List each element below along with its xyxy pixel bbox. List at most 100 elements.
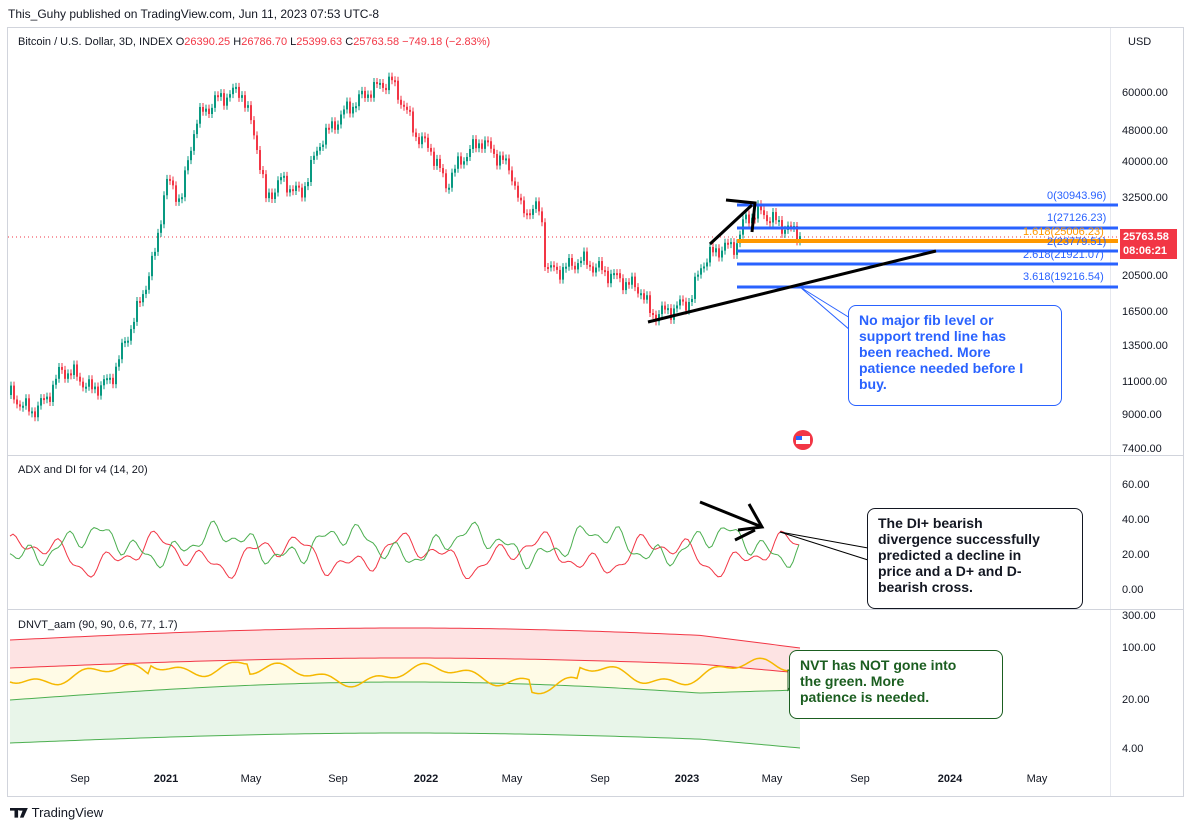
candle-body (319, 146, 321, 151)
candle-body (205, 108, 207, 112)
y-tick: 16500.00 (1122, 306, 1168, 318)
candle-body (454, 168, 456, 173)
candle-body (256, 135, 258, 151)
candle-body (334, 121, 336, 130)
note-pointer-blue (799, 286, 851, 332)
x-tick: 2021 (153, 773, 179, 785)
candle-body (553, 265, 555, 268)
candle-body (730, 242, 732, 245)
main-legend[interactable]: Bitcoin / U.S. Dollar, 3D, INDEX O26390.… (18, 36, 490, 48)
candle-body (718, 248, 720, 258)
candle-body (727, 242, 729, 245)
candle-body (799, 236, 801, 242)
candle-body (337, 124, 339, 130)
pane-separator-2[interactable] (8, 609, 1183, 610)
candle-body (520, 197, 522, 201)
candle-body (142, 294, 144, 303)
adx-divergence-line (734, 528, 756, 542)
dnvt-red-zone (10, 628, 800, 673)
candle-body (139, 300, 141, 303)
price-candles (10, 72, 801, 422)
candle-body (505, 158, 507, 161)
candle-body (688, 301, 690, 311)
dnvt-bottom-line (9, 732, 801, 749)
pane-separator-1[interactable] (8, 455, 1183, 456)
adx-arrow-head (737, 503, 765, 532)
candle-body (265, 174, 267, 199)
y-tick: 13500.00 (1122, 340, 1168, 352)
note-di-divergence[interactable]: The DI+ bearish divergence successfully … (867, 508, 1083, 609)
candle-body (427, 137, 429, 148)
candle-body (400, 99, 402, 105)
candle-body (70, 373, 72, 376)
candle-body (637, 287, 639, 294)
note-nvt[interactable]: NVT has NOT gone into the green. More pa… (789, 650, 1003, 719)
last-price-tag: 25763.58 08:06:21 (1120, 229, 1177, 259)
candle-body (184, 170, 186, 198)
candle-body (28, 398, 30, 412)
candle-body (577, 263, 579, 270)
dnvt-legend[interactable]: DNVT_aam (90, 90, 0.6, 77, 1.7) (18, 619, 178, 631)
candle-body (550, 265, 552, 268)
candle-body (568, 258, 570, 267)
candle-body (496, 153, 498, 166)
candle-body (565, 266, 567, 269)
symbol-title: Bitcoin / U.S. Dollar, 3D, INDEX (18, 36, 173, 48)
x-tick: May (761, 773, 783, 785)
candle-body (163, 195, 165, 225)
candle-body (292, 189, 294, 192)
candle-body (748, 214, 750, 224)
adx-legend[interactable]: ADX and DI for v4 (14, 20) (18, 464, 148, 476)
candle-body (685, 301, 687, 311)
candle-body (64, 369, 66, 379)
candle-body (724, 242, 726, 251)
candle-body (619, 273, 621, 279)
candle-body (775, 212, 777, 221)
x-tick: Sep (590, 773, 610, 785)
support-trend-line (647, 249, 937, 324)
candle-body (610, 273, 612, 284)
candle-body (34, 411, 36, 418)
fib-label: 1.618(25006.23) (1023, 226, 1104, 238)
note-pointer-black-1 (779, 531, 869, 549)
candle-body (376, 82, 378, 85)
note-fib-support[interactable]: No major fib level or support trend line… (848, 305, 1062, 406)
candle-body (409, 109, 411, 112)
candle-body (199, 106, 201, 124)
candle-body (175, 185, 177, 202)
x-tick: 2024 (937, 773, 963, 785)
candle-body (580, 260, 582, 264)
x-tick: May (1026, 773, 1048, 785)
candle-body (508, 158, 510, 171)
candle-body (118, 359, 120, 367)
x-tick: 2023 (674, 773, 700, 785)
candle-body (373, 82, 375, 98)
candle-body (586, 251, 588, 265)
candle-body (67, 373, 69, 379)
candle-body (460, 156, 462, 165)
candle-body (91, 379, 93, 390)
y-tick: 20500.00 (1122, 270, 1168, 282)
candle-body (25, 398, 27, 406)
candle-body (406, 106, 408, 110)
candle-body (715, 248, 717, 253)
candle-body (766, 215, 768, 222)
tradingview-logo[interactable]: TradingView (10, 804, 103, 820)
candle-body (214, 95, 216, 108)
candle-body (130, 329, 132, 341)
us-flag-icon (793, 430, 813, 450)
candle-body (88, 379, 90, 387)
candle-body (280, 177, 282, 181)
candle-body (268, 192, 270, 199)
candle-body (145, 289, 147, 295)
candle-body (421, 136, 423, 145)
candle-body (628, 282, 630, 285)
candle-body (631, 276, 633, 285)
adx-arrow-shaft (699, 500, 763, 529)
candle-body (640, 293, 642, 296)
candle-body (385, 87, 387, 91)
bar-countdown: 08:06:21 (1123, 245, 1168, 257)
candle-body (703, 266, 705, 269)
candle-body (190, 150, 192, 161)
